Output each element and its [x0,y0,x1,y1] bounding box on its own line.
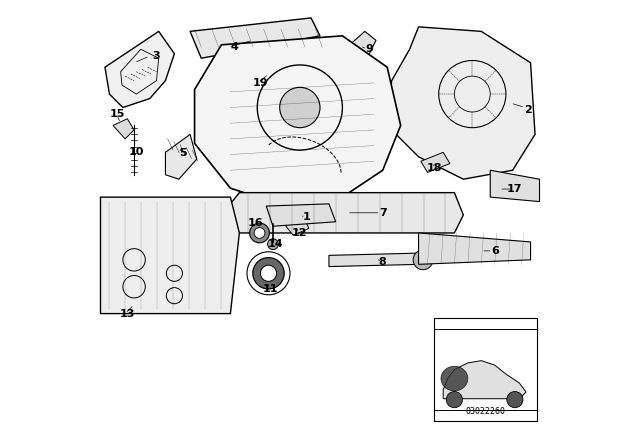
Text: 18: 18 [426,163,442,173]
Polygon shape [260,58,287,83]
Polygon shape [100,197,239,314]
Polygon shape [195,36,401,206]
Circle shape [253,258,284,289]
Text: 1: 1 [303,212,310,222]
Polygon shape [221,193,463,233]
Circle shape [446,392,463,408]
Text: 13: 13 [120,309,135,319]
Polygon shape [113,119,134,139]
Text: 6: 6 [491,246,499,256]
Circle shape [413,250,433,270]
Text: 14: 14 [268,239,283,249]
FancyBboxPatch shape [435,318,538,421]
Polygon shape [284,217,309,235]
Polygon shape [421,152,450,172]
Polygon shape [266,204,336,226]
Text: 8: 8 [379,257,387,267]
Text: 19: 19 [253,78,269,88]
Polygon shape [490,170,540,202]
Polygon shape [165,134,197,179]
Text: 2: 2 [524,105,532,115]
Text: 4: 4 [231,42,239,52]
Text: 7: 7 [379,208,387,218]
Polygon shape [387,27,535,179]
Circle shape [260,265,276,281]
Polygon shape [443,361,526,399]
Text: 9: 9 [365,44,373,54]
Text: 17: 17 [507,184,523,194]
Polygon shape [345,31,376,63]
Text: 03022260: 03022260 [466,407,506,416]
Ellipse shape [441,366,468,391]
Polygon shape [419,233,531,264]
Text: 10: 10 [129,147,144,157]
Circle shape [254,228,265,238]
Circle shape [507,392,523,408]
Polygon shape [190,18,320,58]
Text: 5: 5 [180,148,187,158]
Text: 3: 3 [153,51,160,61]
Text: 16: 16 [247,218,263,228]
Text: 12: 12 [292,228,308,238]
Circle shape [280,87,320,128]
Polygon shape [105,31,174,108]
Circle shape [250,223,269,243]
Text: 11: 11 [263,284,278,294]
Polygon shape [329,253,421,267]
Circle shape [268,239,278,250]
Text: 15: 15 [110,109,125,119]
